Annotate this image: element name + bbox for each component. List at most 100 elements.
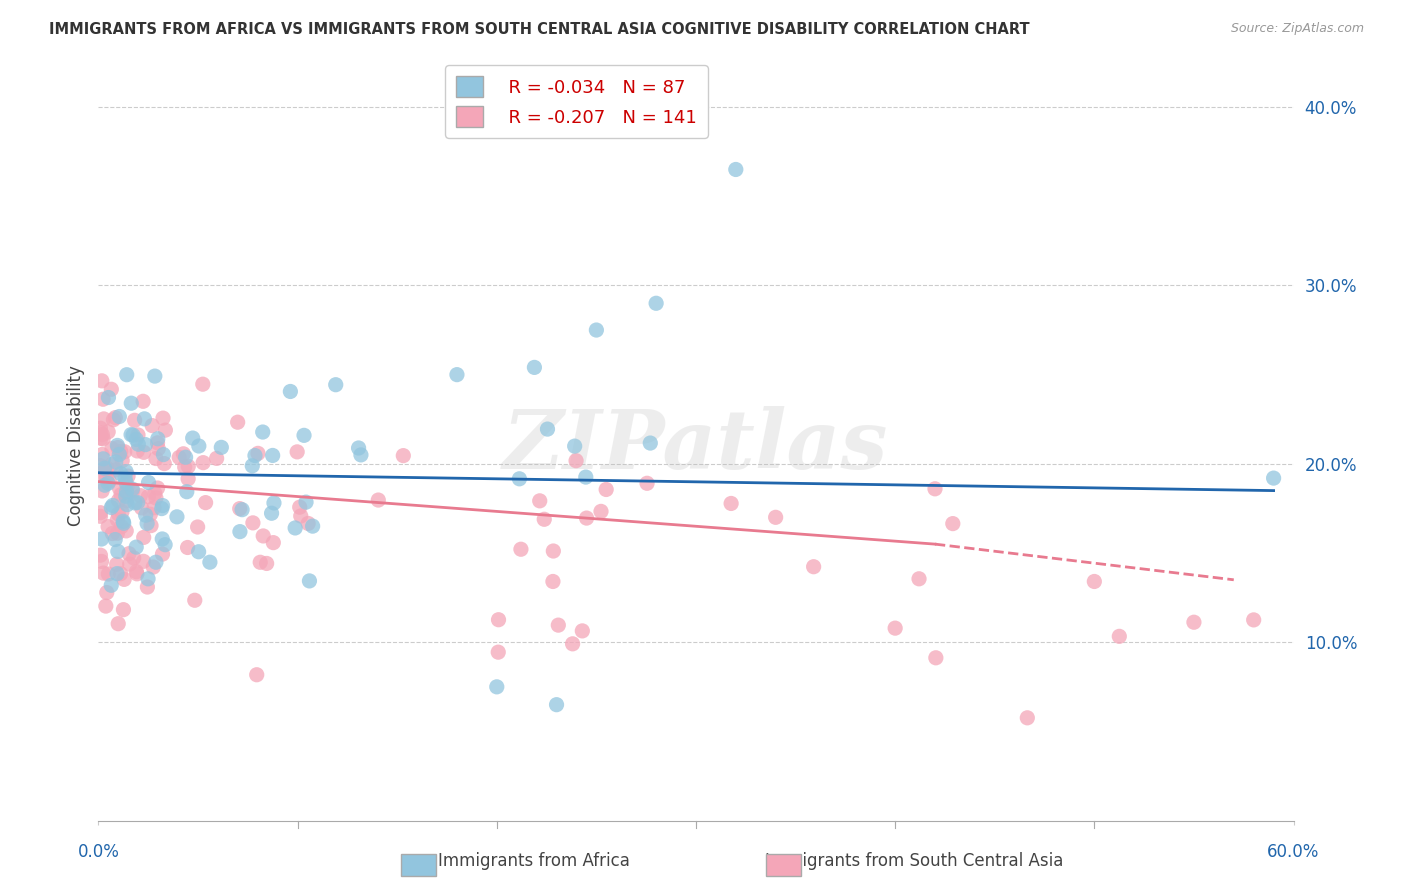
- Point: [89, 509, 111, 524]
- Point: [181, 431, 204, 445]
- Point: [103, 413, 125, 427]
- Point: [252, 529, 274, 543]
- Point: [124, 413, 146, 427]
- Point: [176, 484, 198, 499]
- Point: [288, 500, 311, 515]
- Point: [262, 449, 284, 463]
- Point: [240, 458, 263, 473]
- Point: [523, 360, 546, 375]
- Point: [97, 476, 120, 491]
- Point: [105, 558, 128, 572]
- Point: [108, 447, 131, 461]
- Point: [89, 425, 111, 440]
- Point: [541, 574, 564, 589]
- Point: [509, 542, 531, 557]
- Point: [262, 535, 284, 549]
- Point: [152, 547, 174, 561]
- Point: [229, 524, 252, 539]
- Point: [166, 509, 188, 524]
- Point: [198, 555, 221, 569]
- Point: [246, 446, 269, 460]
- Point: [110, 467, 132, 481]
- Point: [146, 432, 169, 446]
- Point: [132, 554, 155, 568]
- Point: [127, 437, 149, 451]
- Point: [110, 566, 132, 581]
- Legend:   R = -0.034   N = 87,   R = -0.207   N = 141: R = -0.034 N = 87, R = -0.207 N = 141: [444, 65, 709, 137]
- Point: [143, 369, 166, 384]
- Point: [115, 484, 138, 499]
- Point: [153, 538, 176, 552]
- Point: [536, 422, 558, 436]
- Point: [150, 501, 173, 516]
- Point: [104, 533, 127, 547]
- Point: [120, 396, 142, 410]
- Point: [229, 501, 252, 516]
- Point: [115, 480, 138, 494]
- Point: [1263, 471, 1285, 485]
- Point: [89, 467, 111, 481]
- Point: [636, 476, 658, 491]
- Point: [114, 471, 136, 485]
- Point: [112, 516, 135, 531]
- Point: [508, 472, 530, 486]
- Point: [110, 444, 132, 458]
- Point: [571, 624, 593, 638]
- Point: [284, 521, 307, 535]
- Point: [125, 540, 148, 554]
- Point: [290, 508, 312, 523]
- Point: [194, 495, 217, 509]
- Point: [187, 545, 209, 559]
- Point: [124, 496, 146, 510]
- Point: [108, 409, 131, 424]
- Point: [96, 470, 118, 484]
- Point: [543, 544, 565, 558]
- Point: [1243, 613, 1265, 627]
- Point: [121, 482, 143, 496]
- Point: [561, 637, 583, 651]
- Point: [100, 382, 122, 396]
- Point: [118, 547, 141, 561]
- Point: [122, 428, 145, 442]
- Point: [136, 580, 159, 594]
- Point: [110, 519, 132, 533]
- Point: [640, 436, 662, 450]
- Point: [125, 432, 148, 446]
- Point: [89, 458, 111, 473]
- Point: [908, 572, 931, 586]
- Point: [132, 394, 155, 409]
- Point: [155, 423, 177, 437]
- Point: [325, 377, 347, 392]
- Point: [115, 498, 138, 512]
- Point: [191, 456, 214, 470]
- Point: [91, 448, 114, 462]
- Point: [139, 518, 162, 533]
- Point: [114, 444, 136, 458]
- Point: [145, 451, 167, 466]
- Point: [107, 544, 129, 558]
- Point: [94, 478, 117, 492]
- Point: [112, 602, 135, 616]
- Point: [94, 599, 117, 613]
- Point: [129, 489, 152, 503]
- Point: [145, 555, 167, 569]
- Point: [295, 495, 318, 509]
- Point: [575, 470, 598, 484]
- Point: [100, 500, 122, 515]
- Point: [256, 557, 278, 571]
- Point: [260, 506, 283, 520]
- Point: [724, 162, 747, 177]
- Point: [104, 410, 127, 425]
- Point: [98, 474, 121, 488]
- Point: [177, 472, 200, 486]
- Point: [90, 532, 112, 546]
- Point: [91, 392, 114, 407]
- Point: [173, 460, 195, 475]
- Point: [110, 488, 132, 502]
- Point: [252, 425, 274, 439]
- Point: [350, 448, 373, 462]
- Point: [141, 418, 163, 433]
- Point: [125, 566, 148, 581]
- Point: [114, 489, 136, 503]
- Point: [546, 698, 568, 712]
